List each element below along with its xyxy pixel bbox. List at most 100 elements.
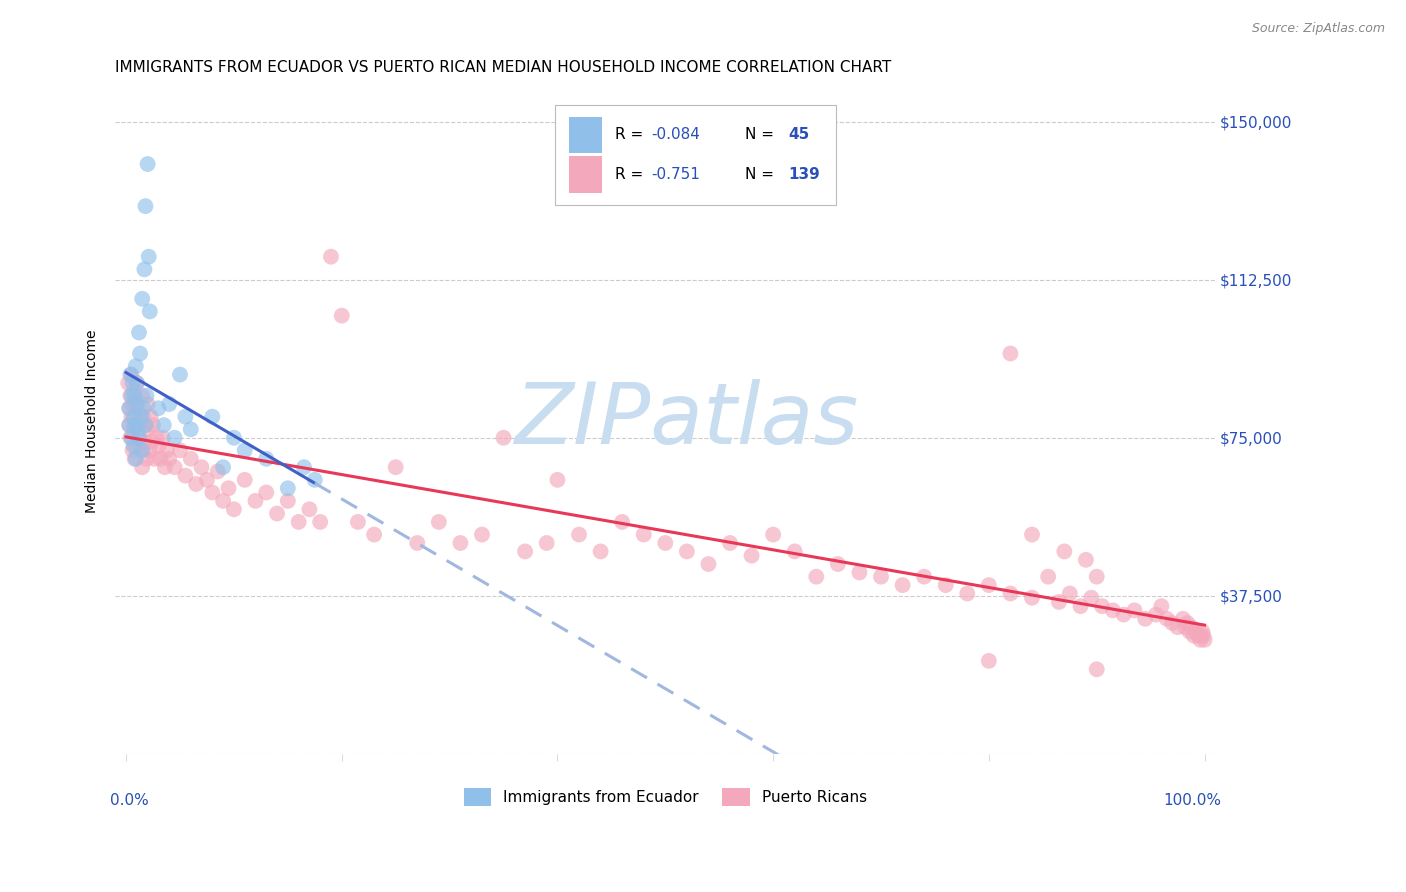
Text: 100.0%: 100.0%: [1163, 793, 1220, 808]
Point: [139, 443, 162, 458]
Point: [121, 397, 143, 411]
Point: [1144, 607, 1167, 622]
Text: ZIPatlas: ZIPatlas: [515, 379, 859, 462]
Point: [157, 397, 180, 411]
Point: [589, 544, 612, 558]
Point: [120, 368, 142, 382]
Point: [222, 431, 245, 445]
Text: 139: 139: [789, 167, 820, 182]
Point: [180, 451, 202, 466]
Point: [212, 460, 235, 475]
Point: [513, 544, 536, 558]
Point: [676, 544, 699, 558]
Point: [330, 309, 353, 323]
Point: [120, 409, 142, 424]
Point: [121, 443, 143, 458]
Point: [568, 527, 591, 541]
Point: [163, 460, 186, 475]
Point: [309, 515, 332, 529]
Point: [1191, 624, 1213, 639]
Point: [912, 569, 935, 583]
Point: [125, 439, 148, 453]
Point: [935, 578, 957, 592]
Point: [633, 527, 655, 541]
Point: [218, 481, 240, 495]
Point: [891, 578, 914, 592]
Point: [118, 418, 141, 433]
Point: [347, 515, 370, 529]
Point: [292, 460, 315, 475]
Point: [1182, 629, 1205, 643]
Point: [718, 536, 741, 550]
Point: [406, 536, 429, 550]
Point: [132, 409, 155, 424]
Point: [1000, 346, 1022, 360]
Point: [1102, 603, 1125, 617]
Point: [122, 384, 145, 399]
Text: -0.751: -0.751: [651, 167, 700, 182]
Point: [1053, 544, 1076, 558]
Y-axis label: Median Household Income: Median Household Income: [86, 329, 100, 513]
Point: [141, 434, 163, 449]
Point: [1070, 599, 1092, 614]
Point: [1192, 629, 1215, 643]
Point: [1000, 586, 1022, 600]
Point: [1080, 591, 1102, 605]
Point: [1175, 615, 1198, 630]
Point: [1135, 612, 1157, 626]
Text: IMMIGRANTS FROM ECUADOR VS PUERTO RICAN MEDIAN HOUSEHOLD INCOME CORRELATION CHAR: IMMIGRANTS FROM ECUADOR VS PUERTO RICAN …: [115, 60, 891, 75]
Point: [152, 431, 174, 445]
Point: [1123, 603, 1146, 617]
Point: [174, 409, 197, 424]
Point: [186, 477, 208, 491]
Point: [1074, 553, 1097, 567]
Point: [127, 401, 149, 416]
Point: [122, 422, 145, 436]
Point: [190, 460, 212, 475]
Point: [143, 451, 166, 466]
Point: [1112, 607, 1135, 622]
Point: [254, 451, 277, 466]
Point: [212, 494, 235, 508]
Point: [174, 468, 197, 483]
Text: 45: 45: [789, 128, 810, 143]
Point: [697, 557, 720, 571]
Point: [298, 502, 321, 516]
Point: [1181, 620, 1204, 634]
FancyBboxPatch shape: [555, 105, 835, 204]
Point: [956, 586, 979, 600]
Point: [195, 473, 218, 487]
Point: [120, 368, 142, 382]
Point: [319, 250, 342, 264]
Point: [134, 434, 156, 449]
Point: [131, 292, 153, 306]
Point: [153, 418, 176, 433]
Point: [1085, 662, 1108, 676]
Point: [156, 443, 179, 458]
Point: [127, 422, 149, 436]
Point: [125, 397, 148, 411]
Point: [120, 431, 142, 445]
Point: [207, 464, 229, 478]
Point: [201, 485, 224, 500]
Point: [129, 443, 152, 458]
Point: [120, 431, 142, 445]
Point: [118, 401, 141, 416]
Point: [1091, 599, 1114, 614]
Point: [163, 431, 186, 445]
Point: [131, 443, 153, 458]
Point: [122, 409, 145, 424]
Point: [148, 401, 170, 416]
Point: [1059, 586, 1081, 600]
Point: [135, 451, 157, 466]
Point: [120, 389, 142, 403]
Point: [132, 401, 155, 416]
Point: [180, 422, 202, 436]
Point: [148, 439, 170, 453]
Point: [1167, 620, 1189, 634]
Point: [741, 549, 763, 563]
Point: [1187, 629, 1209, 643]
Point: [129, 409, 152, 424]
Point: [131, 460, 153, 475]
Point: [124, 389, 146, 403]
